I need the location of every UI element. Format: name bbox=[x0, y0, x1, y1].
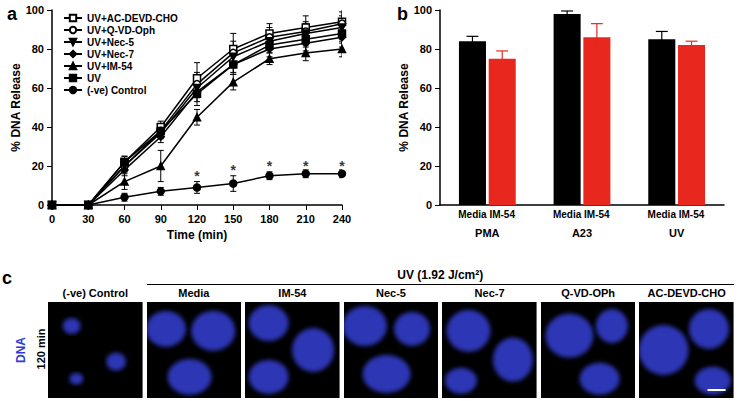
svg-text:20: 20 bbox=[32, 160, 44, 172]
svg-text:PMA: PMA bbox=[475, 227, 500, 239]
svg-text:Media: Media bbox=[553, 209, 582, 220]
svg-text:a: a bbox=[7, 4, 18, 24]
svg-text:UV+IM-54: UV+IM-54 bbox=[87, 61, 133, 72]
html-text:AC-DEVD-CHO: AC-DEVD-CHO bbox=[647, 287, 726, 299]
svg-text:UV: UV bbox=[87, 73, 101, 84]
svg-text:UV+Nec-5: UV+Nec-5 bbox=[87, 37, 134, 48]
svg-text:UV+Nec-7: UV+Nec-7 bbox=[87, 49, 134, 60]
svg-text:210: 210 bbox=[297, 213, 315, 225]
html-text:Q-VD-OPh: Q-VD-OPh bbox=[561, 287, 615, 299]
svg-text:% DNA Release: % DNA Release bbox=[9, 63, 23, 152]
html-text:Nec-7: Nec-7 bbox=[474, 287, 505, 299]
svg-text:A23: A23 bbox=[572, 227, 592, 239]
svg-text:0: 0 bbox=[49, 213, 55, 225]
html-text:UV (1.92 J/cm²): UV (1.92 J/cm²) bbox=[397, 268, 484, 282]
svg-text:40: 40 bbox=[32, 121, 44, 133]
svg-text:180: 180 bbox=[260, 213, 278, 225]
svg-text:240: 240 bbox=[333, 213, 351, 225]
svg-text:80: 80 bbox=[32, 43, 44, 55]
svg-text:30: 30 bbox=[82, 213, 94, 225]
svg-text:% DNA Release: % DNA Release bbox=[397, 63, 411, 152]
svg-text:IM-54: IM-54 bbox=[679, 209, 705, 220]
svg-text:150: 150 bbox=[224, 213, 242, 225]
svg-text:*: * bbox=[231, 162, 237, 178]
svg-text:90: 90 bbox=[155, 213, 167, 225]
svg-text:UV+AC-DEVD-CHO: UV+AC-DEVD-CHO bbox=[87, 13, 178, 24]
svg-text:IM-54: IM-54 bbox=[489, 209, 515, 220]
svg-text:120: 120 bbox=[188, 213, 206, 225]
svg-text:80: 80 bbox=[420, 43, 432, 55]
svg-text:(-ve) Control: (-ve) Control bbox=[87, 85, 147, 96]
svg-text:UV+Q-VD-Oph: UV+Q-VD-Oph bbox=[87, 25, 155, 36]
html-text:Nec-5: Nec-5 bbox=[376, 287, 406, 299]
svg-text:*: * bbox=[194, 168, 200, 184]
svg-text:b: b bbox=[397, 4, 408, 24]
svg-text:100: 100 bbox=[414, 4, 432, 16]
html-text:Media: Media bbox=[178, 287, 210, 299]
svg-text:Media: Media bbox=[648, 209, 677, 220]
html-text:(-ve) Control: (-ve) Control bbox=[62, 287, 128, 299]
html-text:c: c bbox=[2, 268, 12, 288]
svg-text:Time (min): Time (min) bbox=[167, 228, 227, 242]
svg-text:IM-54: IM-54 bbox=[584, 209, 610, 220]
svg-text:100: 100 bbox=[26, 4, 44, 16]
html-text:IM-54: IM-54 bbox=[278, 287, 307, 299]
svg-text:40: 40 bbox=[420, 121, 432, 133]
svg-text:Media: Media bbox=[458, 209, 487, 220]
svg-text:0: 0 bbox=[38, 199, 44, 211]
svg-text:UV: UV bbox=[669, 227, 685, 239]
svg-text:60: 60 bbox=[420, 82, 432, 94]
svg-text:60: 60 bbox=[118, 213, 130, 225]
svg-text:60: 60 bbox=[32, 82, 44, 94]
html-text:120 min: 120 min bbox=[35, 328, 47, 370]
svg-text:0: 0 bbox=[426, 199, 432, 211]
svg-text:20: 20 bbox=[420, 160, 432, 172]
html-text:DNA: DNA bbox=[14, 337, 28, 363]
